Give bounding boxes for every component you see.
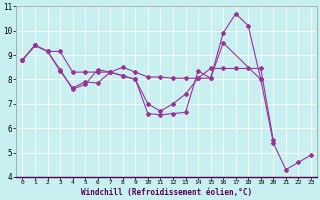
X-axis label: Windchill (Refroidissement éolien,°C): Windchill (Refroidissement éolien,°C) bbox=[81, 188, 252, 197]
